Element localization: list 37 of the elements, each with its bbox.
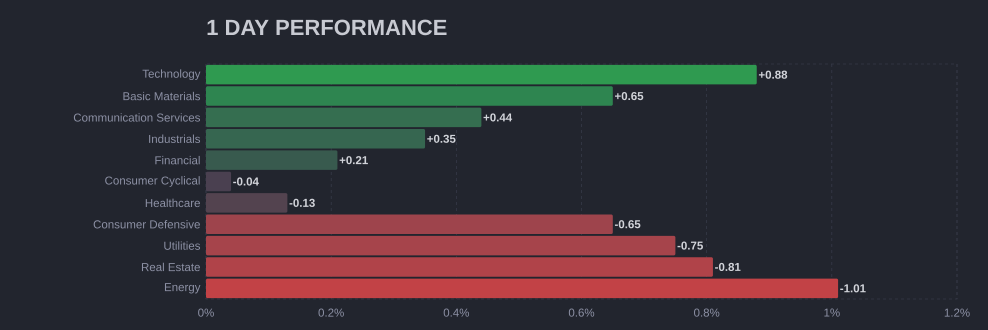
x-tick-label: 0.2% [318, 308, 344, 317]
annotation: -1.01 [840, 284, 866, 292]
bar [206, 214, 613, 234]
bar [206, 150, 338, 170]
bar [206, 64, 757, 84]
y-tick-label: Consumer Cyclical [105, 176, 200, 187]
annotation: -0.65 [614, 220, 640, 228]
annotation: -0.04 [233, 177, 259, 186]
y-tick-label: Industrials [149, 134, 200, 143]
y-tick-label: Healthcare [146, 198, 200, 208]
y-tick-label: Energy [164, 283, 200, 294]
x-tick-label: 1.2% [944, 308, 970, 317]
y-tick-label: Real Estate [142, 262, 200, 272]
y-tick-label: Communication Services [74, 113, 200, 122]
data-label: +0.21 [340, 156, 368, 164]
x-tick-label: 0.6% [568, 308, 594, 317]
y-tick-label: Consumer Defensive [94, 220, 200, 228]
data-label: +0.44 [484, 113, 512, 122]
annotation: -0.13 [290, 198, 315, 207]
chart-title: 1 DAY PERFORMANCE [208, 20, 447, 36]
bar [206, 278, 838, 298]
y-tick-label: Technology [142, 69, 200, 80]
bar [206, 108, 482, 128]
y-tick-label: Utilities [164, 241, 200, 250]
data-label: +0.35 [427, 134, 456, 143]
y-tick-label: Financial [155, 156, 200, 164]
data-label: +0.88 [758, 70, 788, 79]
x-tick-label: 0% [198, 308, 214, 317]
y-tick-label: Basic Materials [123, 92, 200, 100]
x-tick-label: 1% [824, 308, 840, 317]
annotation: -0.81 [715, 262, 741, 272]
bar [206, 86, 613, 106]
x-tick-label: 0.8% [694, 308, 720, 317]
bar [206, 129, 426, 149]
data-label: +0.65 [614, 92, 644, 100]
annotation: -0.75 [678, 242, 703, 250]
x-tick-label: 0.4% [444, 308, 470, 317]
